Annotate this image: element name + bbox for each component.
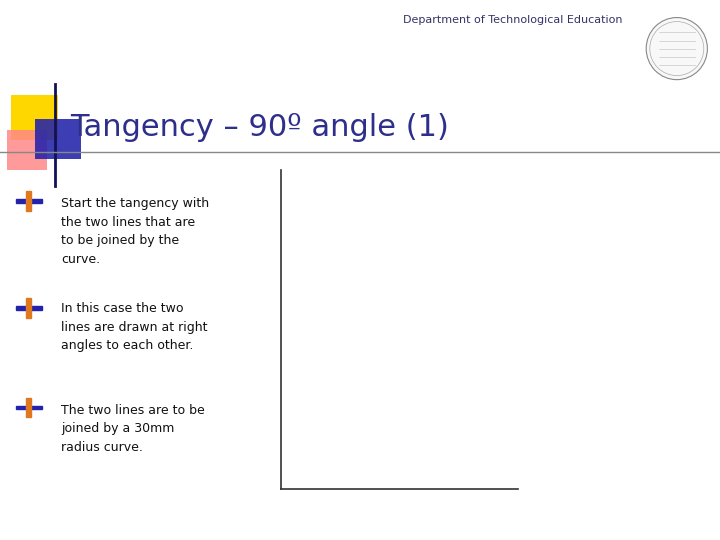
FancyArrow shape bbox=[27, 298, 31, 318]
Ellipse shape bbox=[647, 17, 707, 79]
Text: The two lines are to be
joined by a 30mm
radius curve.: The two lines are to be joined by a 30mm… bbox=[61, 404, 205, 454]
FancyArrow shape bbox=[27, 398, 31, 417]
FancyArrow shape bbox=[16, 199, 42, 202]
Bar bbox=[7, 130, 47, 170]
Text: In this case the two
lines are drawn at right
angles to each other.: In this case the two lines are drawn at … bbox=[61, 302, 207, 353]
Text: Start the tangency with
the two lines that are
to be joined by the
curve.: Start the tangency with the two lines th… bbox=[61, 197, 210, 266]
FancyArrow shape bbox=[16, 406, 42, 409]
Bar bbox=[35, 119, 81, 159]
Text: Department of Technological Education: Department of Technological Education bbox=[403, 15, 623, 25]
FancyArrow shape bbox=[27, 191, 31, 211]
FancyArrow shape bbox=[16, 306, 42, 309]
Bar bbox=[11, 94, 58, 140]
Text: Tangency – 90º angle (1): Tangency – 90º angle (1) bbox=[71, 113, 449, 143]
